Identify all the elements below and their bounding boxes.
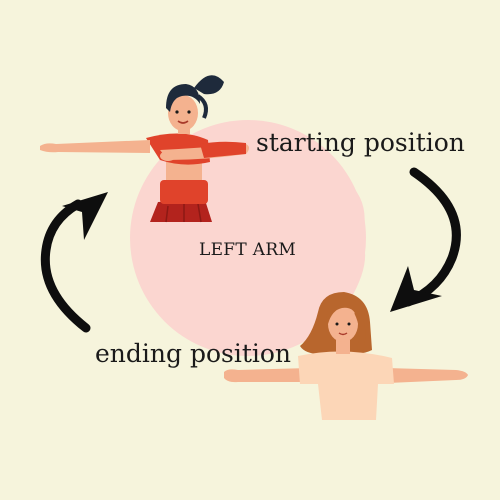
ending-position-label: ending position: [95, 339, 292, 368]
arrow-start-to-end: [390, 167, 461, 312]
starting-position-label: starting position: [256, 128, 465, 157]
ending-position-figure: [224, 292, 468, 420]
left-arm-label: LEFT ARM: [199, 240, 297, 260]
arrow-end-to-start: [40, 192, 108, 333]
starting-position-figure: [40, 75, 249, 223]
